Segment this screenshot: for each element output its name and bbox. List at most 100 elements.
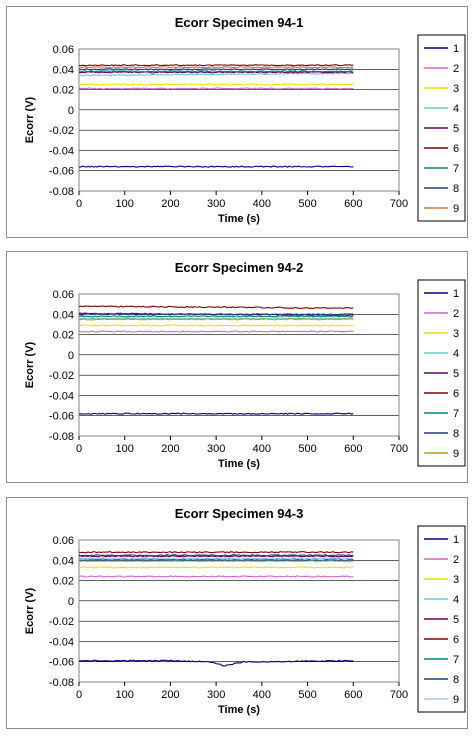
series-line-8 <box>78 68 354 71</box>
y-tick-label: -0.04 <box>49 145 74 157</box>
y-tick-label: -0.04 <box>49 636 74 648</box>
y-axis-title: Ecorr (V) <box>24 96 36 143</box>
legend-label-9: 9 <box>453 203 459 215</box>
legend-label-2: 2 <box>453 308 459 320</box>
y-tick-label: 0.02 <box>53 330 74 342</box>
legend-label-2: 2 <box>453 554 459 566</box>
x-tick-label: 300 <box>207 443 225 455</box>
legend-label-2: 2 <box>453 63 459 75</box>
series-line-2 <box>78 87 354 90</box>
series-line-7 <box>78 70 354 73</box>
chart-panel-1: Ecorr Specimen 94-1 0.06 0.04 0.02 0 -0.02 -0.… <box>6 6 468 238</box>
chart-panel-2: Ecorr Specimen 94-2 0.06 0.04 0.02 0 -0.02 -0.… <box>6 251 468 483</box>
y-tick-label: 0.04 <box>53 309 74 321</box>
x-tick-label: 100 <box>116 689 134 701</box>
legend-label-3: 3 <box>453 328 459 340</box>
y-tick-label: 0.06 <box>53 44 74 56</box>
series-line-5 <box>78 71 354 74</box>
series-line-6 <box>78 305 354 309</box>
x-tick-label: 600 <box>344 443 362 455</box>
series-line-8 <box>78 313 354 316</box>
y-axis-title: Ecorr (V) <box>24 587 36 634</box>
series-line-3 <box>78 566 354 569</box>
x-tick-label: 700 <box>390 198 408 210</box>
x-tick-label: 200 <box>161 689 179 701</box>
series-line-9 <box>78 557 354 560</box>
x-tick-label: 400 <box>253 198 271 210</box>
legend-label-7: 7 <box>453 654 459 666</box>
legend-label-5: 5 <box>453 614 459 626</box>
x-tick-label: 700 <box>390 689 408 701</box>
legend-label-6: 6 <box>453 634 459 646</box>
series-line-7 <box>78 558 354 561</box>
chart-svg-1: Ecorr Specimen 94-1 0.06 0.04 0.02 0 -0.02 -0.… <box>24 15 466 225</box>
y-tick-label: 0.06 <box>53 535 74 547</box>
legend-label-8: 8 <box>453 183 459 195</box>
x-tick-label: 0 <box>76 689 82 701</box>
plot-area <box>78 293 400 437</box>
legend-label-1: 1 <box>453 43 459 55</box>
series-line-3 <box>78 83 354 86</box>
series-line-9 <box>79 66 354 69</box>
chart-panel-3: Ecorr Specimen 94-3 0.06 0.04 0.02 0 -0.02 -0.… <box>6 497 468 729</box>
legend-label-9: 9 <box>453 448 459 460</box>
legend-label-6: 6 <box>453 143 459 155</box>
y-tick-label: -0.02 <box>49 616 74 628</box>
x-tick-label: 300 <box>207 198 225 210</box>
series-line-3 <box>78 324 354 327</box>
x-tick-label: 200 <box>161 198 179 210</box>
x-tick-label: 500 <box>298 198 316 210</box>
chart-title: Ecorr Specimen 94-3 <box>175 506 304 521</box>
series-line-7 <box>78 315 354 318</box>
x-axis-title: Time (s) <box>218 213 260 225</box>
y-tick-label: -0.08 <box>49 431 74 443</box>
chart-title: Ecorr Specimen 94-2 <box>175 260 304 275</box>
y-tick-label: 0 <box>68 596 74 608</box>
series-line-4 <box>78 560 354 563</box>
chart-title: Ecorr Specimen 94-1 <box>175 15 304 30</box>
legend-label-8: 8 <box>453 674 459 686</box>
legend-label-4: 4 <box>453 103 459 115</box>
series-line-6 <box>78 64 354 67</box>
legend-label-8: 8 <box>453 428 459 440</box>
series-line-1 <box>78 412 354 415</box>
x-tick-label: 400 <box>253 689 271 701</box>
series-line-2 <box>78 330 354 333</box>
x-tick-label: 400 <box>253 443 271 455</box>
y-tick-label: -0.06 <box>49 166 74 178</box>
x-tick-label: 100 <box>116 443 134 455</box>
chart-svg-2: Ecorr Specimen 94-2 0.06 0.04 0.02 0 -0.02 -0.… <box>24 260 466 470</box>
series-line-5 <box>78 555 354 558</box>
x-tick-label: 500 <box>298 689 316 701</box>
y-tick-label: -0.02 <box>49 125 74 137</box>
series-line-1 <box>78 165 354 168</box>
plot-area <box>78 539 400 683</box>
chart-svg-3: Ecorr Specimen 94-3 0.06 0.04 0.02 0 -0.02 -0.… <box>24 506 466 716</box>
legend-label-5: 5 <box>453 123 459 135</box>
legend-label-4: 4 <box>453 594 459 606</box>
x-tick-label: 300 <box>207 689 225 701</box>
y-tick-label: -0.08 <box>49 186 74 198</box>
y-tick-label: 0 <box>68 105 74 117</box>
legend-label-1: 1 <box>453 534 459 546</box>
legend-label-4: 4 <box>453 348 459 360</box>
legend-label-1: 1 <box>453 288 459 300</box>
legend-label-3: 3 <box>453 574 459 586</box>
legend-label-6: 6 <box>453 388 459 400</box>
x-tick-label: 0 <box>76 443 82 455</box>
legend-label-7: 7 <box>453 163 459 175</box>
y-tick-label: -0.06 <box>49 657 74 669</box>
y-axis-title: Ecorr (V) <box>24 341 36 388</box>
y-tick-label: 0.02 <box>53 576 74 588</box>
x-tick-label: 500 <box>298 443 316 455</box>
series-line-1 <box>78 659 354 667</box>
x-tick-label: 600 <box>344 198 362 210</box>
y-tick-label: 0.06 <box>53 289 74 301</box>
y-tick-label: 0.02 <box>53 85 74 97</box>
legend-label-3: 3 <box>453 83 459 95</box>
x-tick-label: 0 <box>76 198 82 210</box>
x-tick-label: 700 <box>390 443 408 455</box>
series-line-8 <box>78 554 354 557</box>
x-tick-label: 600 <box>344 689 362 701</box>
x-axis-title: Time (s) <box>218 458 260 470</box>
